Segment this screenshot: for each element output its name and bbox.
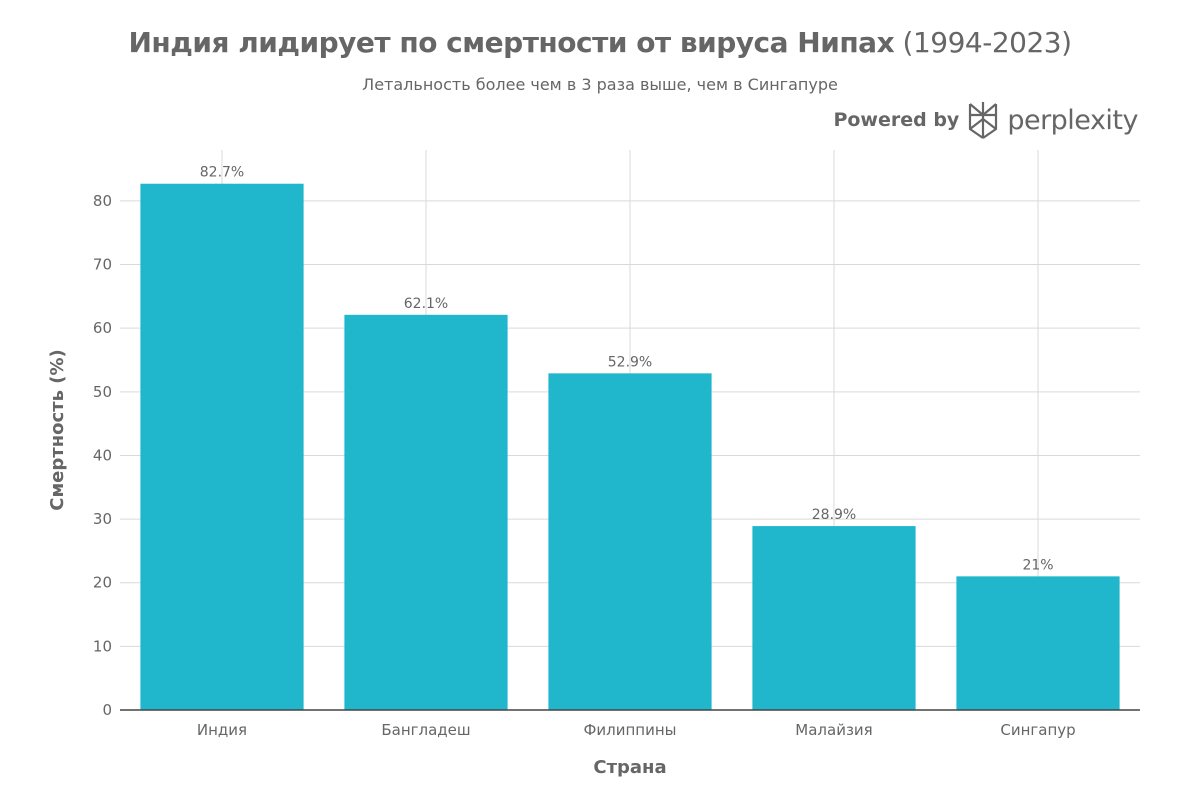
y-axis-ticks: 0 10 20 30 40 50 60 70 80 xyxy=(93,192,112,719)
y-tick-label: 0 xyxy=(102,701,112,719)
chart-title: Индия лидирует по смертности от вируса Н… xyxy=(0,26,1200,59)
bar[interactable] xyxy=(548,373,712,710)
brand-prefix: Powered by xyxy=(833,109,960,131)
x-tick-label: Сингапур xyxy=(1000,721,1075,739)
chart-title-main: Индия лидирует по смертности от вируса Н… xyxy=(128,26,895,59)
bar[interactable] xyxy=(344,314,508,710)
chart-subtitle: Летальность более чем в 3 раза выше, чем… xyxy=(362,75,838,94)
data-label: 28.9% xyxy=(812,507,856,523)
data-label: 21% xyxy=(1022,557,1053,573)
bar[interactable] xyxy=(752,526,916,710)
x-tick-label: Филиппины xyxy=(583,721,676,739)
y-tick-label: 50 xyxy=(93,383,112,401)
y-tick-label: 70 xyxy=(93,256,112,274)
x-tick-label: Бангладеш xyxy=(381,721,470,739)
data-label: 82.7% xyxy=(200,165,244,181)
x-axis-ticks: Индия Бангладеш Филиппины Малайзия Сингапур xyxy=(197,721,1076,739)
y-axis-title: Смертность (%) xyxy=(47,349,68,511)
y-tick-label: 60 xyxy=(93,319,112,337)
y-tick-label: 20 xyxy=(93,574,112,592)
perplexity-logo-icon xyxy=(969,102,998,139)
y-tick-label: 80 xyxy=(93,192,112,210)
y-tick-label: 30 xyxy=(93,510,112,528)
bar[interactable] xyxy=(140,183,304,710)
y-tick-label: 40 xyxy=(93,446,112,464)
brand-name: perplexity xyxy=(1007,104,1138,136)
data-label: 52.9% xyxy=(608,354,652,370)
data-labels: 82.7% 62.1% 52.9% 28.9% 21% xyxy=(200,165,1054,574)
x-axis-title: Страна xyxy=(593,757,666,778)
data-label: 62.1% xyxy=(404,296,448,312)
x-tick-label: Индия xyxy=(197,721,247,739)
brand-watermark: Powered by perplexity xyxy=(833,100,1138,140)
y-tick-label: 10 xyxy=(93,637,112,655)
x-tick-label: Малайзия xyxy=(795,721,872,739)
bar[interactable] xyxy=(956,576,1120,710)
chart-title-years: (1994-2023) xyxy=(902,26,1072,59)
bars xyxy=(140,183,1120,710)
